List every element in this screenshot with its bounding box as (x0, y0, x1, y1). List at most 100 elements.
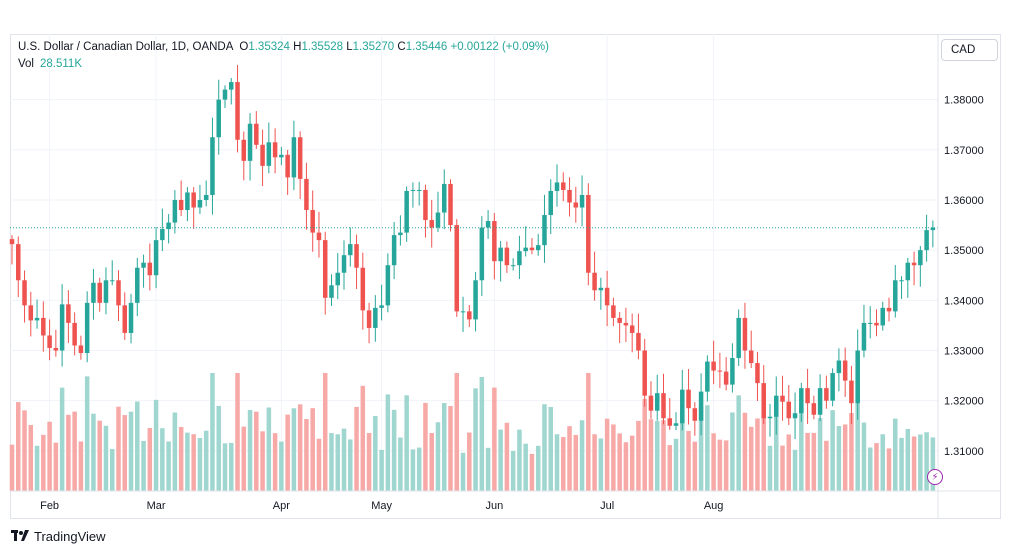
volume-bar (460, 452, 466, 491)
candle-body (66, 304, 71, 323)
candle-body (203, 194, 209, 200)
candle-body (53, 348, 59, 351)
volume-bar (911, 436, 917, 491)
lightning-icon[interactable]: ⚡ (927, 469, 943, 485)
volume-bar (454, 373, 460, 491)
candle-body (84, 302, 90, 354)
volume-bar (310, 408, 315, 491)
candle-body (467, 311, 472, 320)
volume-bar (122, 415, 128, 491)
time-tick-label: May (371, 500, 392, 512)
candle-body (617, 317, 622, 323)
candle-body (235, 82, 240, 140)
volume-bar (97, 420, 102, 491)
volume-bar (178, 426, 184, 491)
volume-legend: Vol 28.511K (18, 58, 82, 70)
candle-body (880, 307, 886, 326)
volume-bar (930, 437, 936, 491)
candle-body (686, 389, 691, 409)
candle-body (366, 310, 372, 328)
volume-bar (905, 428, 911, 491)
volume-bar (604, 418, 610, 491)
candle-body (160, 229, 165, 241)
volume-bar (711, 433, 716, 491)
volume-bar (335, 434, 341, 491)
candle-body (216, 99, 221, 138)
volume-bar (241, 426, 247, 491)
candle-body (391, 235, 397, 266)
volume-bar (467, 432, 472, 491)
price-tick-label: 1.33000 (944, 346, 984, 358)
candle-body (504, 247, 510, 266)
low-value: 1.35270 (352, 41, 395, 53)
price-tick-label: 1.38000 (944, 95, 984, 107)
candle-body (736, 317, 741, 359)
candle-body (291, 137, 297, 178)
volume-bar (485, 447, 491, 491)
candle-body (222, 89, 228, 100)
candle-body (905, 262, 911, 281)
volume-bar (554, 434, 560, 491)
candle-body (673, 423, 679, 426)
volume-bar (586, 373, 591, 491)
candle-body (109, 280, 115, 282)
volume-bar (629, 435, 635, 491)
volume-bar (160, 428, 165, 491)
volume-bar (748, 426, 754, 491)
candle-body (573, 202, 579, 208)
candle-body (241, 139, 247, 161)
volume-bar (842, 424, 848, 491)
candle-body (153, 240, 159, 276)
volume-bar (598, 438, 604, 491)
volume-bar (185, 432, 190, 491)
candle-body (373, 307, 378, 328)
chart-frame[interactable] (10, 34, 1001, 519)
volume-bar (135, 401, 140, 491)
candle-body (586, 194, 591, 273)
candle-body (329, 285, 334, 298)
candle-body (191, 192, 196, 208)
price-tick-label: 1.34000 (944, 295, 984, 307)
volume-bar (304, 418, 309, 491)
candle-body (404, 190, 409, 233)
candle-body (629, 325, 635, 333)
volume-bar (103, 425, 109, 491)
volume-bar (698, 405, 704, 491)
candle-body (122, 305, 128, 333)
volume-bar (272, 433, 278, 491)
candles (9, 65, 936, 440)
volume-bar (893, 418, 898, 491)
candle-body (761, 383, 766, 419)
volume-bar (654, 420, 660, 491)
candle-body (548, 190, 553, 216)
volume-bar (222, 443, 228, 491)
candle-body (692, 408, 698, 421)
volume-bar (855, 380, 860, 491)
candle-body (254, 123, 259, 145)
volume-bar (592, 434, 597, 491)
time-tick-label: Jun (485, 500, 503, 512)
volume-bar (780, 445, 785, 491)
volume-bar (279, 441, 284, 491)
volume-bar (817, 418, 823, 491)
candle-body (441, 183, 447, 213)
volume-bar (448, 406, 453, 491)
candle-body (498, 247, 503, 262)
volume-bar (717, 439, 723, 491)
candle-body (561, 182, 566, 190)
candle-body (492, 221, 497, 262)
candle-body (886, 307, 892, 312)
candle-body (141, 262, 146, 268)
candle-body (272, 142, 278, 158)
candle-body (654, 393, 660, 411)
candle-body (16, 244, 21, 281)
volume-bar (47, 421, 52, 491)
currency-button[interactable]: CAD (941, 39, 998, 61)
volume-bars (9, 373, 936, 491)
volume-bar (924, 432, 929, 491)
volume-bar (517, 429, 522, 491)
volume-bar (166, 441, 171, 491)
tradingview-brand[interactable]: TradingView (11, 529, 106, 544)
candle-body (78, 345, 84, 354)
